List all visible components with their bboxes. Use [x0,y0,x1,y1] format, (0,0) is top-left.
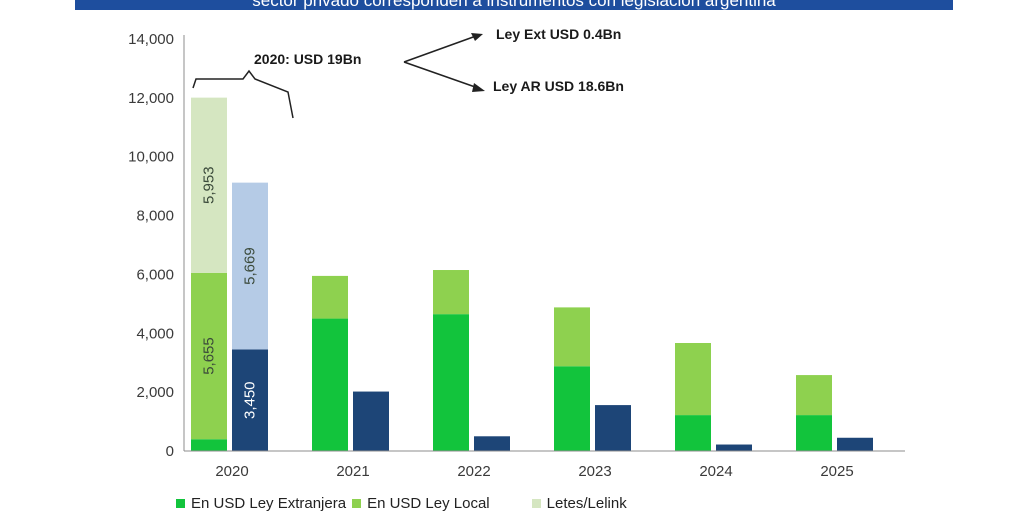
bar-chart: 02,0004,0006,0008,00010,00012,00014,000 … [128,26,905,480]
bar-segment [554,307,590,367]
bar-segment [675,342,711,416]
bar-segment [191,439,227,451]
bar-segment [474,436,510,451]
data-label: 5,953 [201,166,218,204]
brace [192,69,294,119]
bar-segment [675,415,711,451]
y-tick-label: 10,000 [128,149,174,166]
x-tick-label: 2024 [699,463,732,480]
title-banner: sector privado corresponden a instrument… [75,0,953,10]
bar-segment [796,375,832,416]
bar-segment [191,97,227,273]
legend-item: Letes/Lelink [531,494,627,512]
data-label: 3,450 [242,381,259,419]
x-tick-label: 2021 [336,463,369,480]
legend-item: En USD Ley Extranjera [176,495,346,512]
annotation-total: 2020: USD 19Bn [254,51,361,67]
legend-swatch [531,498,541,508]
data-label: 5,669 [242,247,259,285]
annotation-ley-ext: Ley Ext USD 0.4Bn [496,26,621,42]
bar-segment [191,272,227,440]
y-tick-label: 6,000 [136,266,174,283]
legend-item: En USD Ley Local [352,495,490,512]
y-tick-label: 0 [166,443,174,460]
bar-segment [433,270,469,315]
bar-segment [312,275,348,319]
y-tick-label: 4,000 [136,325,174,342]
x-tick-label: 2023 [578,463,611,480]
y-axis: 0 2,000 4,000 6,000 8,000 10,000 12,000 14,000 [128,31,185,460]
legend-swatch [176,498,185,508]
annotations: 2020: USD 19Bn Ley Ext USD 0.4Bn Ley AR … [192,26,624,119]
bar-segment [595,405,631,451]
arrowhead-top [471,33,483,41]
y-tick-label: 14,000 [128,31,174,48]
x-tick-label: 2020 [215,463,248,480]
bar-segment [232,182,268,350]
legend-label: En USD Ley Extranjera [191,494,347,512]
bar-segment [232,349,268,451]
arrowhead-bottom [472,83,485,92]
legend-label: En USD Ley Local [367,494,490,512]
x-tick-label: 2022 [457,463,490,480]
data-labels: 5,953 5,655 5,669 3,450 [201,166,259,419]
y-tick-label: 2,000 [136,384,174,401]
x-tick-label: 2025 [820,463,853,480]
bar-segment [796,415,832,451]
bar-segment [716,444,752,451]
data-label: 5,655 [201,337,218,375]
y-tick-label: 12,000 [128,90,174,107]
annotation-ley-ar: Ley AR USD 18.6Bn [493,78,624,94]
x-axis: 2020 2021 2022 2023 2024 2025 [184,450,905,480]
bar-segment [312,318,348,451]
bars [191,97,873,451]
bar-segment [554,366,590,451]
branch-lines [403,35,479,89]
y-tick-label: 8,000 [136,208,174,225]
bar-segment [433,314,469,451]
bar-segment [837,437,873,451]
legend: En USD Ley Extranjera En USD Ley Local Let… [176,492,633,514]
legend-swatch [352,498,362,508]
banner-text: sector privado corresponden a instrument… [252,0,776,10]
bar-segment [353,391,389,451]
legend-label: Letes/Lelink [546,494,627,512]
